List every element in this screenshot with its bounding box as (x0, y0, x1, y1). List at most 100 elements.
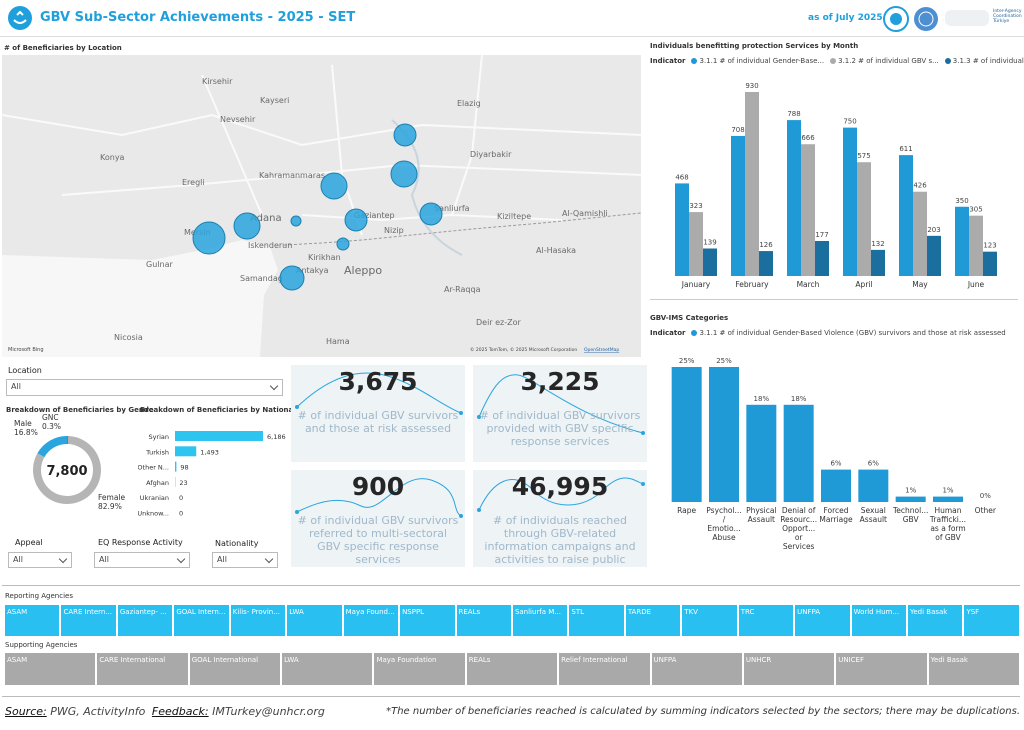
donut-total: 7,800 (46, 464, 87, 479)
agency-tile[interactable]: CARE International (96, 652, 188, 686)
kpi-card: 900 # of individual GBV survivors referr… (291, 470, 465, 567)
map-osm-link[interactable]: OpenStreetMap (584, 347, 619, 353)
bar (871, 250, 885, 276)
reporting-title: Reporting Agencies (5, 592, 73, 600)
value-label: 6,186 (267, 433, 286, 441)
value-label: 0 (179, 494, 183, 502)
value-label: 666 (801, 134, 815, 142)
map-label: Konya (100, 153, 125, 162)
x-tick-label: February (724, 280, 780, 289)
agency-tile[interactable]: ASAM (4, 652, 96, 686)
logo-text: Inter-AgencyCoordinationTürkiye (993, 9, 1022, 24)
map-label: Deir ez-Zor (476, 318, 522, 327)
bar (896, 497, 926, 502)
agency-tile[interactable]: Relief International (558, 652, 650, 686)
x-tick-label: Psychol... / Emotio... Abuse (705, 506, 742, 542)
agency-tile[interactable]: LWA (286, 604, 342, 637)
map-label: Kiziltepe (497, 212, 531, 221)
agency-tile[interactable]: STL (568, 604, 624, 637)
x-tick-label: Denial of Resourc... Opport... or Servic… (780, 506, 817, 551)
value-label: 126 (759, 241, 773, 249)
agency-tile[interactable]: Sanliurfa M... (512, 604, 568, 637)
location-dropdown[interactable]: All (6, 379, 283, 396)
agency-tile[interactable]: UNICEF (835, 652, 927, 686)
bar (175, 431, 263, 441)
agency-tile[interactable]: REALs (466, 652, 558, 686)
eq-dropdown[interactable]: All (94, 552, 190, 568)
bar (731, 136, 745, 276)
agency-tile[interactable]: UNHCR (743, 652, 835, 686)
agency-tile[interactable]: GOAL International (189, 652, 281, 686)
kpi-card: 3,225 # of individual GBV survivors prov… (473, 365, 647, 462)
agency-tile[interactable]: UNFPA (794, 604, 850, 637)
value-label: 0% (980, 492, 991, 500)
donut: Male16.8%GNC0.3%Female82.9%7,800 (4, 404, 136, 522)
map-bubble (291, 216, 301, 226)
x-tick-label: Forced Marriage (817, 506, 854, 524)
x-tick-label: Technol... GBV (892, 506, 929, 524)
map-label: Ar-Raqqa (444, 285, 481, 294)
agency-tile[interactable]: Maya Found... (343, 604, 399, 637)
value-label: 930 (745, 82, 758, 90)
feedback-email[interactable]: IMTurkey@unhcr.org (212, 705, 325, 718)
x-tick-label: Sexual Assault (855, 506, 892, 524)
agency-tile[interactable]: Kilis- Provin... (230, 604, 286, 637)
category-label: Ukranian (140, 494, 169, 502)
value-label: 6% (830, 460, 841, 468)
agency-tile[interactable]: GOAL Intern... (173, 604, 229, 637)
agency-tile[interactable]: ASAM (4, 604, 60, 637)
value-label: 25% (716, 357, 732, 365)
nationality-chart: Breakdown of Beneficiaries by Nationalit… (138, 404, 288, 526)
map-bubble (321, 173, 347, 199)
x-tick-label: Other (967, 506, 1004, 515)
agency-tile[interactable]: TKV (681, 604, 737, 637)
agency-tile[interactable]: Maya Foundation (373, 652, 465, 686)
value-label: 139 (703, 238, 716, 246)
category-label: Turkish (145, 448, 169, 456)
agency-tile[interactable]: UNFPA (651, 652, 743, 686)
agency-tile[interactable]: LWA (281, 652, 373, 686)
agency-tile[interactable]: Yedi Basak (928, 652, 1020, 686)
agency-tile[interactable]: Yedi Basak (907, 604, 963, 637)
value-label: 203 (927, 226, 940, 234)
agency-tile[interactable]: REALs (456, 604, 512, 637)
agency-tile[interactable]: CARE Intern... (60, 604, 116, 637)
value-label: 23 (179, 479, 187, 487)
bar (857, 162, 871, 276)
appeal-dropdown[interactable]: All (8, 552, 72, 568)
header: GBV Sub-Sector Achievements - 2025 - SET… (0, 0, 1024, 37)
kpi-label: # of individual GBV survivors and those … (297, 409, 459, 435)
bar (955, 207, 969, 276)
nationality-dropdown[interactable]: All (212, 552, 278, 568)
map-label: Diyarbakir (470, 150, 512, 159)
value-label: 18% (791, 395, 807, 403)
map-label: Nevsehir (220, 115, 256, 124)
kpi-label: # of individual GBV survivors referred t… (297, 514, 459, 566)
agency-tile[interactable]: Gaziantep- ... (117, 604, 173, 637)
bar (913, 192, 927, 276)
x-tick-label: March (780, 280, 836, 289)
supporting-agencies: ASAMCARE InternationalGOAL International… (4, 652, 1020, 686)
category-label: Afghan (146, 479, 169, 487)
category-label: Syrian (148, 433, 169, 441)
agency-tile[interactable]: TARDE (625, 604, 681, 637)
value-label: 708 (731, 126, 744, 134)
value-label: 177 (815, 231, 828, 239)
ims-chart: GBV-IMS CategoriesIndicator3.1.1 # of in… (648, 312, 1020, 574)
separator (2, 585, 1020, 586)
filter-label: Appeal (15, 538, 43, 547)
agency-tile[interactable]: YSF (963, 604, 1019, 637)
kpi-value: 900 (291, 472, 465, 501)
agency-tile[interactable]: World Hum... (851, 604, 907, 637)
value-label: 123 (983, 242, 996, 250)
bar (703, 248, 717, 276)
bar (689, 212, 703, 276)
value-label: 468 (675, 173, 688, 181)
map-attribution: © 2025 TomTom, © 2025 Microsoft Corporat… (470, 346, 577, 353)
agency-tile[interactable]: TRC (738, 604, 794, 637)
x-tick-label: May (892, 280, 948, 289)
bar (759, 251, 773, 276)
agency-tile[interactable]: NSPPL (399, 604, 455, 637)
bar (858, 470, 888, 502)
